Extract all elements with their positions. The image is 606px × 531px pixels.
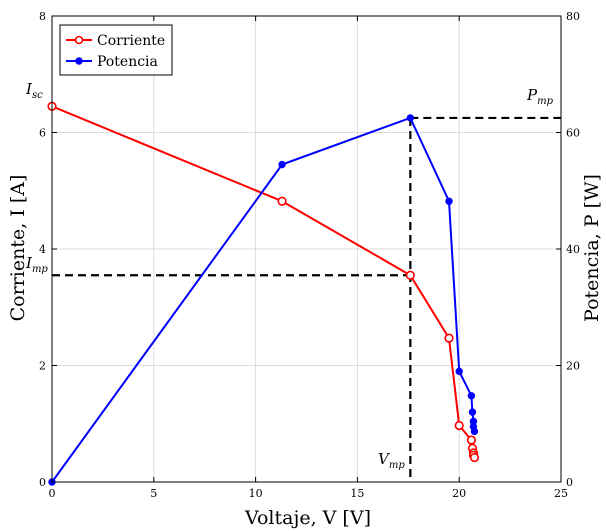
legend-potencia-marker: [75, 57, 83, 65]
vmp-label-main: V: [378, 450, 391, 468]
y2-tick-label: 0: [566, 476, 573, 489]
potencia-point: [468, 408, 477, 416]
legend: Corriente Potencia: [59, 24, 173, 76]
pmp-label: Pmp: [526, 86, 554, 107]
series-lines: [47, 101, 480, 486]
corriente-point: [466, 435, 477, 445]
y-axis-label-right: Potencia, P [W]: [581, 174, 603, 322]
y2-tick-label: 80: [566, 10, 580, 23]
y-tick-label: 4: [39, 243, 46, 256]
isc-label-sub: sc: [32, 90, 43, 101]
corriente-point: [469, 452, 480, 463]
corriente-point: [444, 333, 454, 343]
y-axis-label-left: Corriente, I [A]: [7, 175, 29, 322]
legend-corriente-marker: [74, 35, 84, 45]
pmp-label-main: P: [526, 86, 538, 104]
x-tick-label: 15: [350, 487, 364, 500]
isc-label-main: I: [25, 80, 33, 98]
y2-tick-label: 40: [566, 243, 580, 256]
potencia-point: [470, 427, 479, 436]
legend-box: [59, 24, 173, 76]
legend-potencia-label: Potencia: [97, 54, 158, 70]
corriente-point: [277, 196, 287, 206]
x-tick-label: 5: [150, 487, 157, 500]
vmp-label-sub: mp: [389, 460, 405, 471]
potencia-point: [278, 160, 286, 169]
y2-tick-label: 20: [566, 360, 580, 373]
x-tick-label: 20: [452, 487, 466, 500]
imp-label: Imp: [25, 254, 48, 275]
legend-corriente-label: Corriente: [97, 33, 165, 49]
potencia-point: [467, 392, 476, 400]
x-tick-label: 0: [49, 487, 56, 500]
potencia-point: [445, 197, 453, 205]
x-tick-label: 25: [554, 487, 568, 500]
y-tick-label: 2: [39, 360, 46, 373]
y-tick-label: 6: [39, 127, 46, 140]
corriente-point: [454, 420, 464, 431]
reference-lines: [52, 116, 561, 482]
y-tick-label: 0: [39, 476, 46, 489]
pmp-label-sub: mp: [537, 96, 553, 107]
potencia-point: [455, 367, 463, 376]
isc-label: Isc: [25, 80, 43, 101]
y-tick-label: 8: [39, 10, 46, 23]
y2-tick-label: 60: [566, 127, 580, 140]
potencia-point: [406, 114, 415, 122]
x-tick-label: 10: [249, 487, 263, 500]
imp-label-main: I: [25, 254, 33, 272]
corriente-point: [405, 270, 415, 280]
vmp-label: Vmp: [378, 450, 405, 471]
imp-label-sub: mp: [32, 264, 48, 275]
x-axis-label: Voltaje, V [V]: [244, 507, 371, 529]
